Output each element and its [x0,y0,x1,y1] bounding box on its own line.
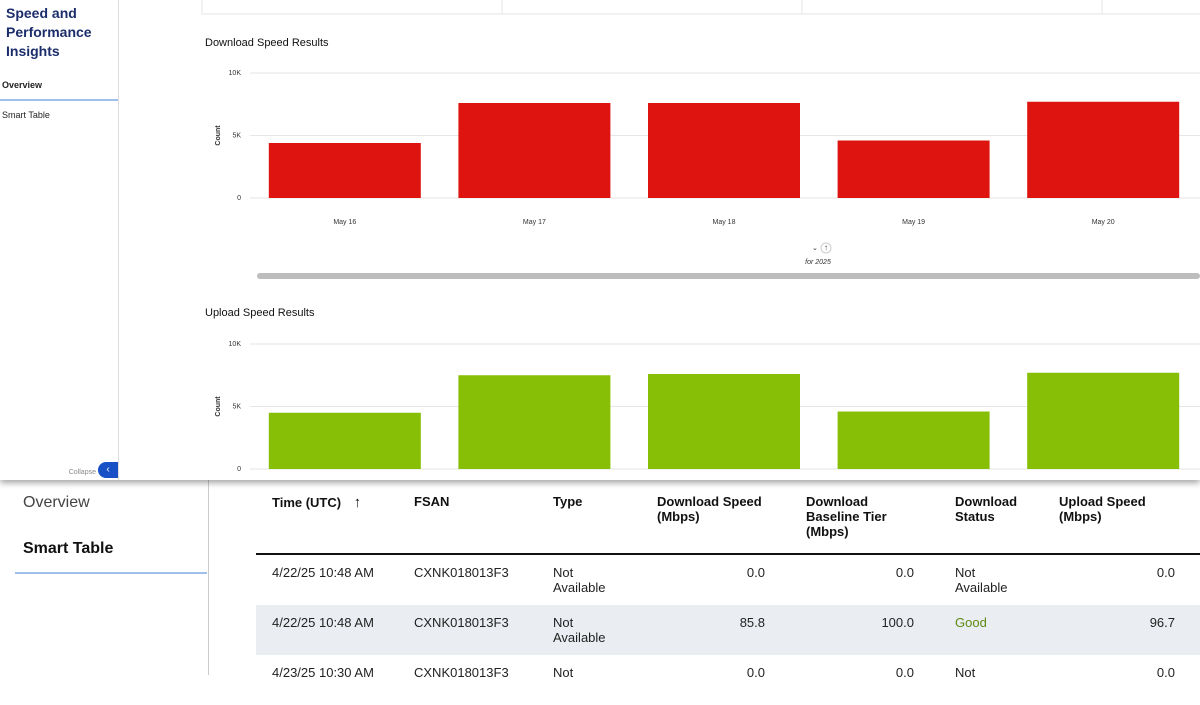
table-cell: CXNK018013F3 [414,565,509,580]
column-header[interactable]: Download Status [939,480,1043,555]
table-cell: 0.0 [1156,665,1175,680]
table-row: 4/22/25 10:48 AM CXNK018013F3 Not Availabl… [256,554,1200,605]
table-cell: Good [939,605,1043,655]
bar [458,103,611,198]
table-cell: Not Available [955,565,1008,595]
header-text: Download Speed (Mbps) [657,494,762,524]
column-header[interactable]: Upload Speed (Mbps) [1043,480,1200,555]
table-cell: 4/23/25 10:30 AM [272,665,374,680]
bar [648,103,800,198]
bar [458,375,611,469]
header-text: Type [553,494,583,509]
table-cell: CXNK018013F3 [398,605,537,655]
insights-panel: Speed and Performance Insights Overview … [0,0,1200,480]
header-text: Upload Speed (Mbps) [1059,494,1146,524]
bar [837,411,990,469]
sort-icon: ↑ [341,494,362,511]
svg-text:↑: ↑ [824,243,828,252]
bar [1027,101,1180,198]
column-header[interactable]: Download Speed (Mbps) [641,480,790,555]
header-text: FSAN [414,494,450,509]
page: Speed and Performance Insights Overview … [0,0,1200,680]
column-header[interactable]: Time (UTC) ↑ [256,480,398,555]
table-cell: 0.0 [895,565,914,580]
scrollbar[interactable] [257,273,1200,279]
table-cell: 4/22/25 10:48 AM [256,605,398,655]
nav-item[interactable]: Smart Table [15,526,207,574]
x-tick-label: May 16 [333,219,356,226]
y-tick-label: 5K [232,403,241,410]
collapse-button[interactable]: ‹ [98,462,118,478]
top-strip [201,0,1200,15]
nav-item[interactable]: Smart Table [2,110,50,120]
chart-title: Download Speed Results [205,37,329,49]
bar [1027,372,1180,469]
x-tick-label: May 19 [902,219,925,226]
x-tick-label: May 17 [523,219,546,226]
nav-item[interactable]: Overview [0,71,118,101]
y-axis-label: Count [215,396,222,417]
y-tick-label: 10K [229,341,242,348]
table-cell: 100.0 [790,605,939,655]
header-text: Download Status [955,494,1018,524]
table-cell: Not Available [537,605,641,655]
y-tick-label: 0 [237,195,241,202]
table-cell: 0.0 [746,565,765,580]
y-tick-label: 5K [232,132,241,139]
table-cell: Not Available [553,565,606,595]
bar [268,143,421,198]
bar [648,374,800,469]
bar [268,412,421,469]
table-cell: 0.0 [746,665,765,680]
sidebar-title: Speed and Performance Insights [6,5,92,59]
x-tick-label: May 18 [713,219,736,226]
nav-item[interactable]: Overview [23,494,90,511]
column-header[interactable]: Download Baseline Tier (Mbps) [790,480,939,555]
charts: ⌄ ↑ Download Speed Results Count 0 5K 10K May… [201,0,1200,473]
table-row: 4/22/25 10:48 AM CXNK018013F3 Not Availabl… [256,605,1200,655]
y-axis-label: Count [215,125,222,146]
x-axis-note: for 2025 [805,259,831,266]
column-header[interactable]: FSAN [398,480,537,555]
table-cell: 0.0 [1156,565,1175,580]
table-cell: Not [955,665,976,680]
table-cell: Not [553,665,574,680]
chart-title: Upload Speed Results [205,307,315,319]
svg-text:⌄: ⌄ [812,245,818,252]
table-cell: 0.0 [895,665,914,680]
collapse-label: Collapse [68,469,96,476]
table-cell: 96.7 [1043,605,1200,655]
header-text: Time (UTC) [272,495,342,510]
table-cell: CXNK018013F3 [414,665,509,680]
page-nav: Overview Smart Table [15,480,207,574]
bar [837,140,990,198]
divider [208,480,209,675]
y-tick-label: 10K [229,70,242,77]
table-row: 4/23/25 10:30 AM CXNK018013F3 Not 0.0 0.0 Not… [256,655,1200,705]
header-text: Download Baseline Tier (Mbps) [806,494,887,539]
axis-controls[interactable]: ⌄ ↑ [812,242,832,254]
sidebar: Speed and Performance Insights Overview … [0,0,119,480]
column-header[interactable]: Type [537,480,641,555]
y-tick-label: 0 [237,466,241,473]
table-cell: 85.8 [641,605,790,655]
x-tick-label: May 20 [1092,219,1115,226]
smart-table: Time (UTC) ↑ FSAN Type Download Speed (Mbps… [256,480,1200,705]
table-cell: 4/22/25 10:48 AM [272,565,374,580]
